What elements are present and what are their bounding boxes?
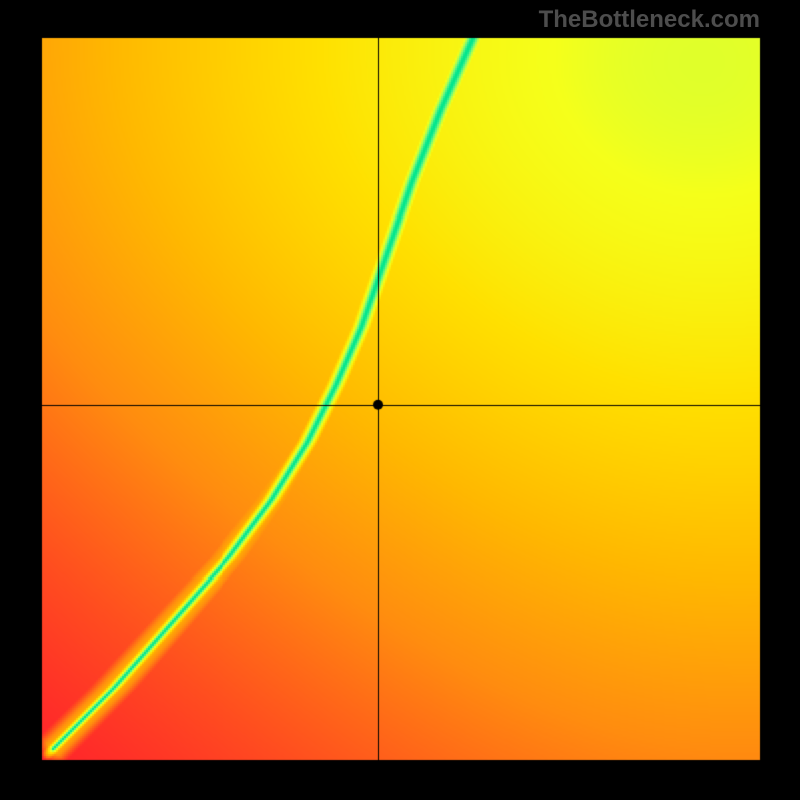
heatmap-canvas: [0, 0, 800, 800]
chart-container: TheBottleneck.com: [0, 0, 800, 800]
watermark-text: TheBottleneck.com: [539, 6, 760, 34]
